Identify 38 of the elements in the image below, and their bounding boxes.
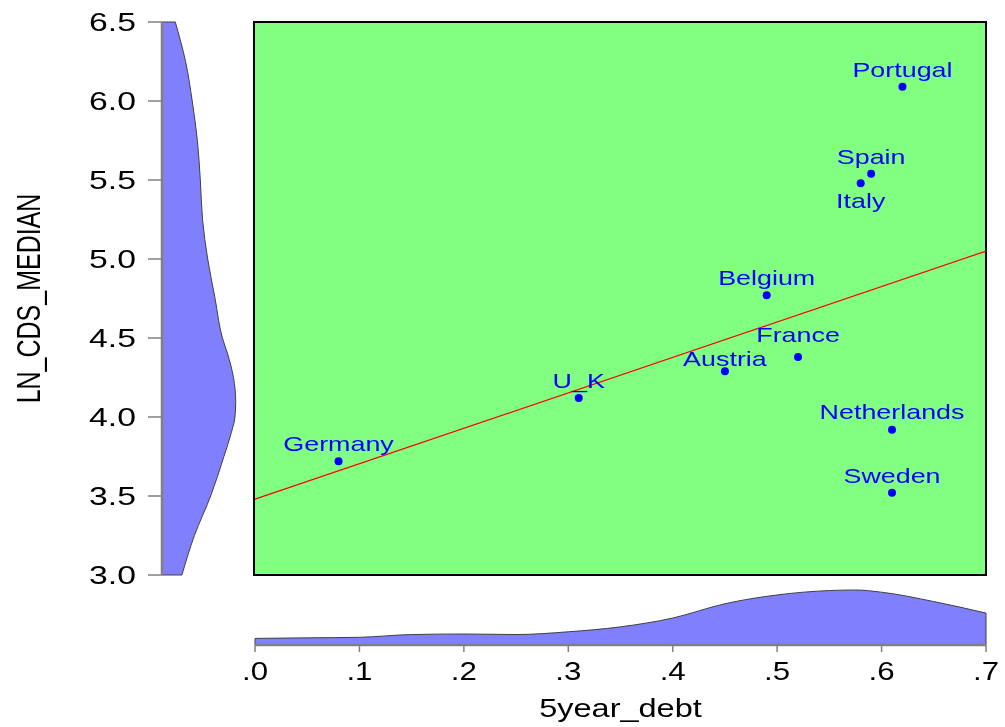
point — [720, 367, 729, 376]
y-axis-title: LN_CDS_MEDIAN — [10, 193, 47, 404]
x-tick-label: .7 — [972, 657, 1000, 686]
y-tick-label: 6.5 — [89, 8, 136, 37]
y-tick-label: 6.0 — [89, 87, 136, 116]
annotation: Spain — [836, 144, 906, 168]
point — [334, 457, 343, 466]
annotation: Italy — [836, 188, 886, 213]
y-tick-label: 4.5 — [89, 324, 136, 353]
annotation: France — [756, 323, 840, 347]
x-tick-label: .6 — [868, 657, 895, 686]
annotation: Austria — [683, 346, 768, 371]
x-tick-label: .4 — [659, 657, 686, 686]
x-tick-label: .5 — [764, 657, 791, 686]
x-tick-label: .1 — [346, 657, 373, 686]
point — [888, 425, 897, 434]
y-tick-label: 5.0 — [89, 245, 136, 274]
annotation: Portugal — [852, 57, 953, 81]
point — [762, 291, 771, 300]
annotation: Belgium — [718, 266, 816, 290]
y-tick-label: 4.0 — [89, 403, 136, 432]
point — [888, 488, 897, 497]
annotation: Germany — [283, 431, 394, 456]
point — [794, 352, 803, 361]
x-tick-label: .2 — [450, 657, 477, 686]
annotation: U_K — [552, 368, 605, 393]
point — [856, 179, 865, 188]
annotation: Sweden — [843, 463, 941, 488]
point — [574, 394, 583, 403]
point — [867, 169, 876, 178]
y-tick-label: 3.5 — [89, 482, 136, 511]
x-axis-title: 5year_debt — [539, 694, 702, 723]
y-tick-label: 5.5 — [89, 166, 136, 195]
point — [898, 82, 907, 91]
x-tick-label: .0 — [241, 657, 269, 686]
x-tick-label: .3 — [555, 657, 582, 686]
annotation: Netherlands — [819, 400, 965, 424]
y-tick-label: 3.0 — [89, 561, 136, 590]
